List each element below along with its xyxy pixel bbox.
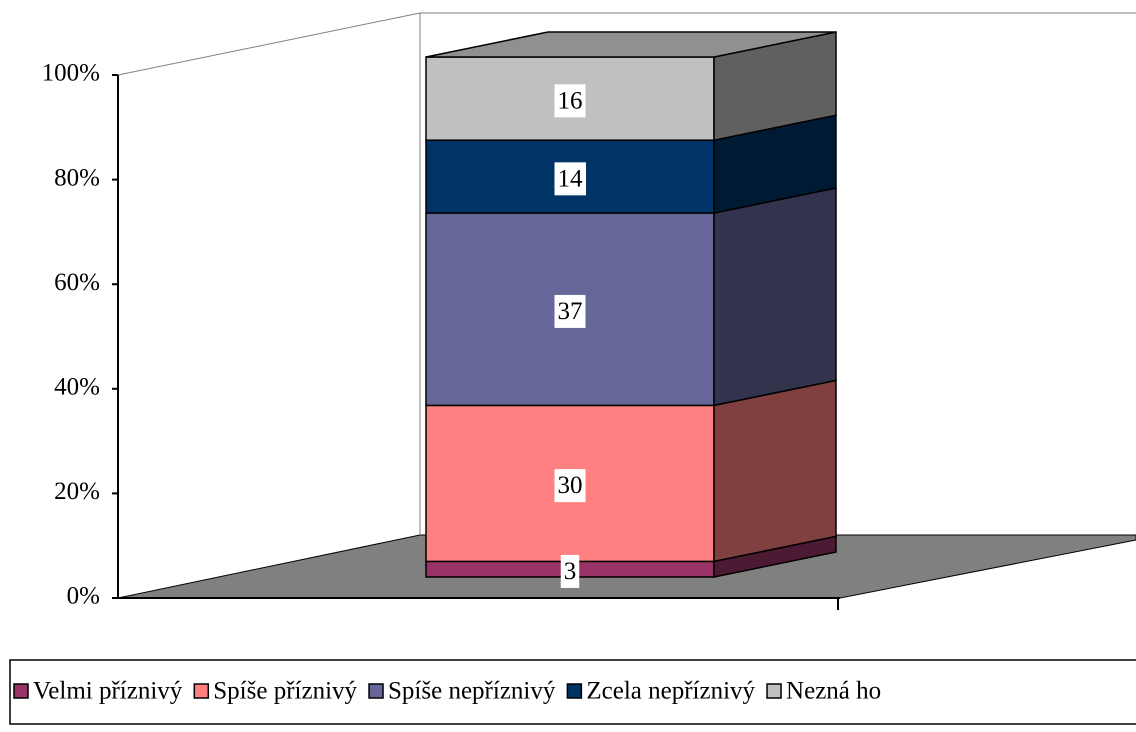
value-label-bg xyxy=(554,294,586,328)
value-label: 16 xyxy=(558,87,583,114)
y-tick-label: 40% xyxy=(54,374,100,401)
value-label: 3 xyxy=(564,558,577,585)
value-label: 14 xyxy=(558,165,584,192)
value-label-bg xyxy=(554,84,586,118)
value-label: 30 xyxy=(558,472,583,499)
value-label: 37 xyxy=(558,298,583,325)
value-label-bg xyxy=(554,469,586,503)
legend-label: Spíše nepříznivý xyxy=(388,678,556,705)
legend-label: Nezná ho xyxy=(786,678,881,705)
bar-top xyxy=(425,31,837,58)
legend-swatch xyxy=(766,683,782,699)
value-label-bg xyxy=(554,162,586,196)
legend-swatch xyxy=(368,683,384,699)
legend-label: Velmi příznivý xyxy=(33,678,183,705)
bar-side xyxy=(713,379,837,563)
wall-edge xyxy=(117,12,421,76)
legend-swatch xyxy=(13,683,29,699)
y-tick-label: 100% xyxy=(42,60,100,87)
legend-label: Spíše příznivý xyxy=(213,678,357,705)
legend-label: Zcela nepříznivý xyxy=(586,678,755,705)
y-tick-label: 60% xyxy=(54,269,100,296)
y-tick-label: 80% xyxy=(54,164,100,191)
y-tick-label: 20% xyxy=(54,478,100,505)
legend-swatch xyxy=(193,683,210,699)
value-label-bg xyxy=(560,554,580,588)
bar-side xyxy=(713,187,837,407)
y-tick-label: 0% xyxy=(67,583,100,610)
legend-swatch xyxy=(566,683,583,699)
